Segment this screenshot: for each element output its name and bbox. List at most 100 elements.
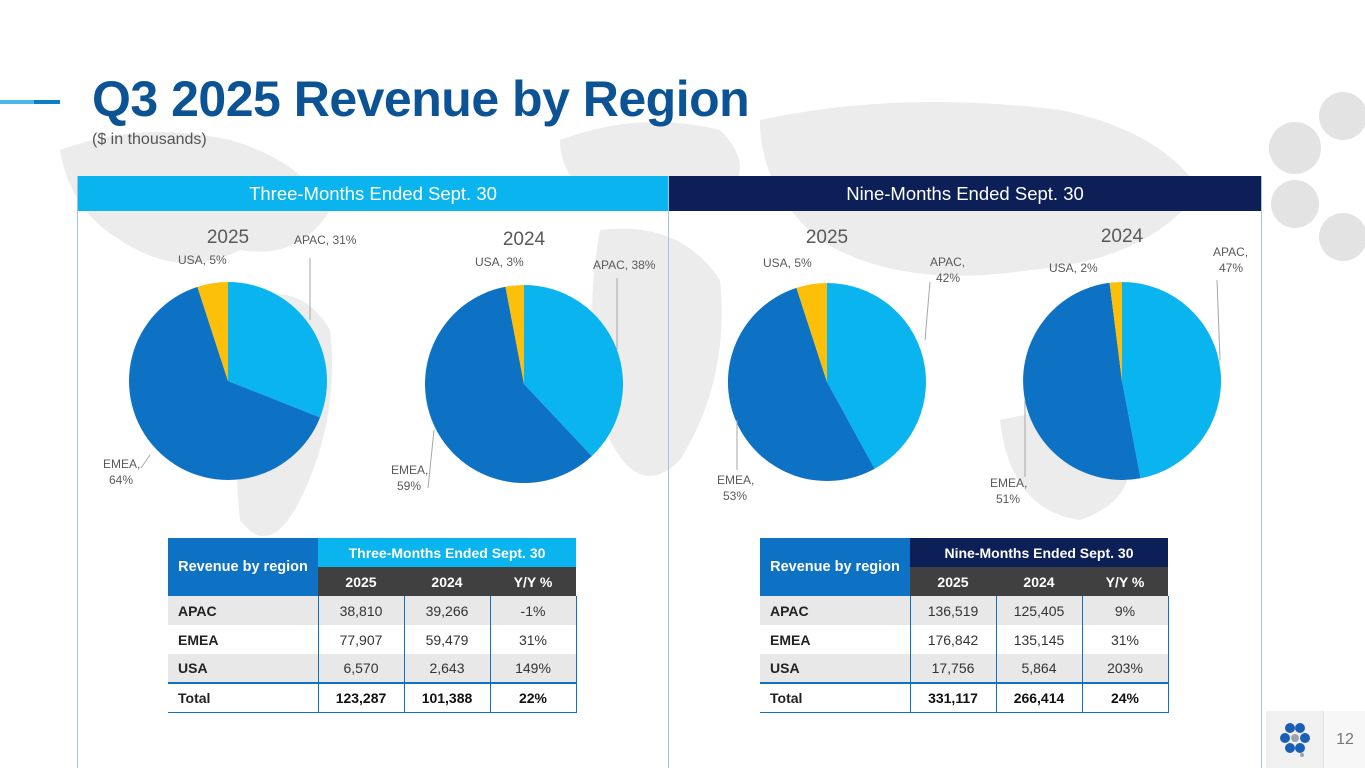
table-cell: 149% <box>489 654 577 683</box>
table-cell: 77,907 <box>317 625 405 654</box>
column-header: Y/Y % <box>490 567 576 596</box>
column-header: 2024 <box>996 567 1082 596</box>
decorative-circles <box>1269 92 1365 261</box>
table-cell: 331,117 <box>909 682 997 713</box>
table-cell: 9% <box>1081 596 1169 625</box>
company-logo-icon <box>1280 723 1310 757</box>
pie-data-label: APAC, 38% <box>593 258 656 272</box>
three-months-panel: Three-Months Ended Sept. 30 <box>77 176 669 768</box>
row-label: USA <box>760 654 910 683</box>
pie-data-label: APAC, 42% <box>930 255 965 285</box>
three-months-header: Three-Months Ended Sept. 30 <box>78 176 668 211</box>
row-label: APAC <box>760 596 910 625</box>
pie-data-label: USA, 5% <box>178 253 227 267</box>
table-group-header: Nine-Months Ended Sept. 30 <box>910 538 1168 567</box>
table-cell: -1% <box>489 596 577 625</box>
table-cell: 2,643 <box>403 654 491 683</box>
pie-data-label: EMEA, 51% <box>990 476 1027 506</box>
page-title: Q3 2025 Revenue by Region <box>92 71 750 127</box>
pie-slice-usa <box>1109 282 1122 381</box>
table-cell: 31% <box>489 625 577 654</box>
table-cell: 59,479 <box>403 625 491 654</box>
table-row: EMEA 77,907 59,479 31% <box>168 625 577 654</box>
table-cell: 125,405 <box>995 596 1083 625</box>
table-cell: 135,145 <box>995 625 1083 654</box>
column-header: 2024 <box>404 567 490 596</box>
title-accent-bar-dark <box>34 100 60 104</box>
pie-title: 2025 <box>207 227 249 248</box>
nine-months-panel: Nine-Months Ended Sept. 30 <box>669 176 1262 768</box>
pie-slice-emea <box>1023 282 1141 480</box>
pie-chart-1: 2025 APAC, 31% EMEA, 64% USA, 5% <box>103 227 357 487</box>
table-cell: 203% <box>1081 654 1169 683</box>
table-cell: 24% <box>1081 682 1169 713</box>
pie-slice-usa <box>197 282 228 381</box>
table-row: APAC 38,810 39,266 -1% <box>168 596 577 625</box>
page-subtitle: ($ in thousands) <box>92 131 207 148</box>
pie-chart-4: 2024 APAC, 47% EMEA, 51% USA, 2% <box>990 226 1248 506</box>
table-cell: 22% <box>489 682 577 713</box>
row-label: Total <box>168 682 318 713</box>
pie-chart-2: 2024 APAC, 38% EMEA, 59% USA, 3% <box>391 229 656 493</box>
leader-line <box>924 281 931 341</box>
table-corner-header: Revenue by region <box>168 538 318 596</box>
table-cell: 176,842 <box>909 625 997 654</box>
table-row: USA 6,570 2,643 149% <box>168 654 577 683</box>
pie-slice-apac <box>524 284 624 457</box>
table-cell: 5,864 <box>995 654 1083 683</box>
pie-data-label: USA, 3% <box>475 255 524 269</box>
pie-slice-emea <box>128 286 321 481</box>
pie-data-label: EMEA, 59% <box>391 463 428 493</box>
pie-title: 2024 <box>503 229 546 250</box>
table-row: APAC 136,519 125,405 9% <box>760 596 1169 625</box>
table-cell: 123,287 <box>317 682 405 713</box>
table-row: USA 17,756 5,864 203% <box>760 654 1169 683</box>
pie-slice-emea <box>727 287 875 482</box>
table-row: EMEA 176,842 135,145 31% <box>760 625 1169 654</box>
pie-data-label: USA, 5% <box>763 256 812 270</box>
pie-slice-apac <box>1122 282 1222 479</box>
table-cell: 31% <box>1081 625 1169 654</box>
leader-line <box>427 429 435 489</box>
pie-title: 2024 <box>1101 226 1144 247</box>
table-cell: 101,388 <box>403 682 491 713</box>
company-logo <box>1266 711 1324 768</box>
row-label: EMEA <box>168 625 318 654</box>
table-cell: 39,266 <box>403 596 491 625</box>
table-total-row: Total 123,287 101,388 22% <box>168 682 577 713</box>
leader-line <box>140 454 151 469</box>
table-cell: 38,810 <box>317 596 405 625</box>
pie-slice-apac <box>228 282 328 418</box>
table-group-header: Three-Months Ended Sept. 30 <box>318 538 576 567</box>
nine-months-header: Nine-Months Ended Sept. 30 <box>669 176 1261 211</box>
row-label: USA <box>168 654 318 683</box>
pie-slice-apac <box>827 283 926 469</box>
title-accent-bar <box>0 100 34 104</box>
nine-months-revenue-table: Revenue by region Nine-Months Ended Sept… <box>760 538 1169 713</box>
pie-slice-usa <box>505 285 524 384</box>
pie-title: 2025 <box>806 227 848 248</box>
table-total-row: Total 331,117 266,414 24% <box>760 682 1169 713</box>
table-cell: 17,756 <box>909 654 997 683</box>
pie-data-label: APAC, 31% <box>294 233 357 247</box>
three-months-revenue-table: Revenue by region Three-Months Ended Sep… <box>168 538 577 713</box>
table-cell: 6,570 <box>317 654 405 683</box>
pie-data-label: USA, 2% <box>1049 261 1098 275</box>
column-header: 2025 <box>910 567 996 596</box>
row-label: EMEA <box>760 625 910 654</box>
table-cell: 136,519 <box>909 596 997 625</box>
table-corner-header: Revenue by region <box>760 538 910 596</box>
pie-data-label: APAC, 47% <box>1213 245 1248 275</box>
pie-data-label: EMEA, 64% <box>103 457 140 487</box>
pie-data-label: EMEA, 53% <box>717 473 754 503</box>
row-label: Total <box>760 682 910 713</box>
pie-chart-3: 2025 APAC, 42% EMEA, 53% USA, 5% <box>717 227 965 503</box>
row-label: APAC <box>168 596 318 625</box>
table-cell: 266,414 <box>995 682 1083 713</box>
pie-slice-usa <box>796 283 827 382</box>
leader-line <box>1216 279 1221 361</box>
pie-slice-emea <box>425 286 592 483</box>
column-header: Y/Y % <box>1082 567 1168 596</box>
column-header: 2025 <box>318 567 404 596</box>
